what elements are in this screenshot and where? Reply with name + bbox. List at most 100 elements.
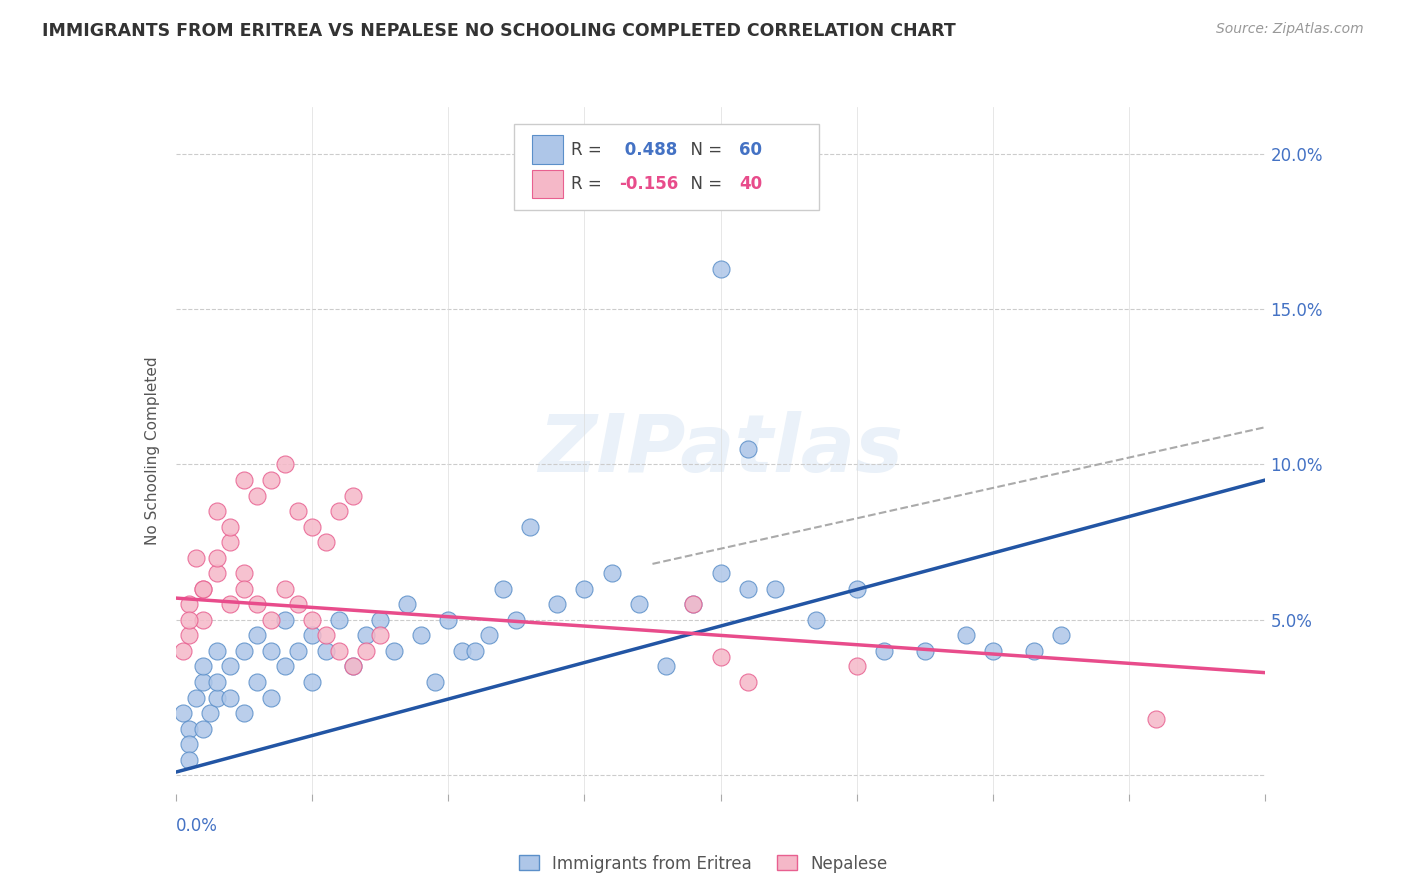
Point: [737, 442, 759, 456]
Point: [450, 644, 472, 658]
Point: [186, 690, 208, 705]
Point: [191, 582, 214, 596]
Point: [232, 473, 254, 487]
Point: [1050, 628, 1073, 642]
Text: 40: 40: [740, 175, 762, 193]
Point: [205, 504, 228, 518]
Point: [342, 659, 364, 673]
Point: [301, 519, 323, 533]
Point: [205, 550, 228, 565]
Point: [232, 566, 254, 581]
Point: [873, 644, 896, 658]
Point: [191, 613, 214, 627]
Point: [246, 675, 269, 690]
Point: [342, 659, 364, 673]
Point: [179, 628, 201, 642]
Point: [179, 737, 201, 751]
Point: [287, 597, 309, 611]
Point: [478, 628, 501, 642]
Point: [845, 659, 868, 673]
Point: [710, 650, 733, 665]
Point: [260, 690, 283, 705]
Point: [492, 582, 515, 596]
Point: [205, 675, 228, 690]
Point: [219, 597, 242, 611]
Point: [574, 582, 596, 596]
Point: [274, 613, 297, 627]
Point: [845, 582, 868, 596]
Point: [315, 628, 337, 642]
Point: [260, 644, 283, 658]
Point: [219, 535, 242, 549]
Point: [260, 613, 283, 627]
Point: [205, 690, 228, 705]
Point: [409, 628, 432, 642]
Point: [315, 535, 337, 549]
Point: [368, 628, 391, 642]
Text: N =: N =: [681, 141, 728, 159]
Point: [519, 519, 541, 533]
Point: [981, 644, 1004, 658]
Point: [655, 659, 678, 673]
Point: [232, 706, 254, 720]
Point: [546, 597, 568, 611]
Point: [356, 628, 378, 642]
Point: [179, 753, 201, 767]
Point: [342, 489, 364, 503]
Point: [1022, 644, 1045, 658]
Point: [315, 644, 337, 658]
Point: [356, 644, 378, 658]
Text: R =: R =: [571, 175, 607, 193]
Point: [682, 597, 704, 611]
Point: [464, 644, 486, 658]
Point: [437, 613, 460, 627]
Point: [186, 550, 208, 565]
Point: [219, 659, 242, 673]
Point: [396, 597, 419, 611]
Point: [368, 613, 391, 627]
Point: [301, 675, 323, 690]
Point: [191, 659, 214, 673]
Point: [219, 519, 242, 533]
Point: [172, 644, 194, 658]
Point: [232, 582, 254, 596]
Point: [737, 675, 759, 690]
Point: [737, 582, 759, 596]
Text: N =: N =: [681, 175, 728, 193]
Text: 0.0%: 0.0%: [176, 816, 218, 835]
Point: [328, 613, 350, 627]
Point: [246, 489, 269, 503]
Point: [600, 566, 623, 581]
Text: 60: 60: [740, 141, 762, 159]
Point: [287, 504, 309, 518]
Point: [423, 675, 446, 690]
FancyBboxPatch shape: [513, 124, 818, 211]
Point: [914, 644, 936, 658]
Legend: Immigrants from Eritrea, Nepalese: Immigrants from Eritrea, Nepalese: [512, 848, 894, 880]
Point: [191, 582, 214, 596]
Point: [682, 597, 704, 611]
Point: [274, 659, 297, 673]
Point: [198, 706, 221, 720]
Point: [274, 458, 297, 472]
Point: [274, 582, 297, 596]
Point: [955, 628, 977, 642]
Point: [260, 473, 283, 487]
Bar: [531, 169, 562, 198]
Point: [179, 722, 201, 736]
Text: IMMIGRANTS FROM ERITREA VS NEPALESE NO SCHOOLING COMPLETED CORRELATION CHART: IMMIGRANTS FROM ERITREA VS NEPALESE NO S…: [42, 22, 956, 40]
Point: [205, 566, 228, 581]
Y-axis label: No Schooling Completed: No Schooling Completed: [145, 356, 160, 545]
Point: [246, 628, 269, 642]
Point: [710, 261, 733, 276]
Bar: [531, 136, 562, 164]
Text: -0.156: -0.156: [619, 175, 679, 193]
Point: [328, 504, 350, 518]
Point: [710, 566, 733, 581]
Point: [382, 644, 405, 658]
Point: [627, 597, 650, 611]
Point: [804, 613, 827, 627]
Point: [287, 644, 309, 658]
Point: [172, 706, 194, 720]
Point: [232, 644, 254, 658]
